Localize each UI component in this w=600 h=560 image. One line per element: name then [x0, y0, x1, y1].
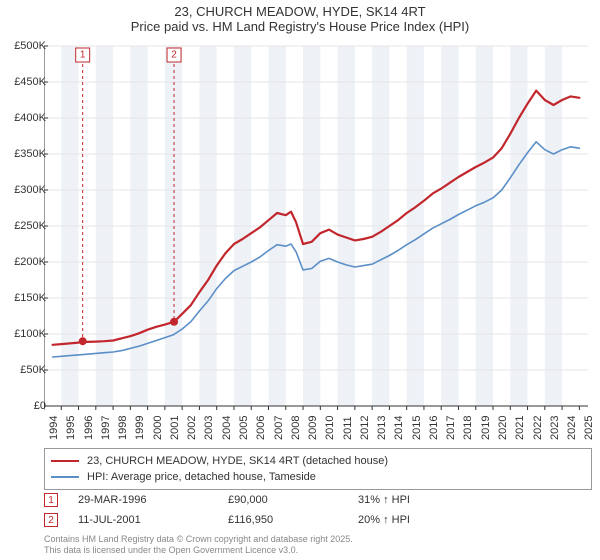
- legend-item: 23, CHURCH MEADOW, HYDE, SK14 4RT (detac…: [51, 453, 585, 469]
- x-tick-label: 2004: [221, 416, 233, 440]
- chart-container: 23, CHURCH MEADOW, HYDE, SK14 4RT Price …: [0, 0, 600, 560]
- y-tick-label: £200K: [2, 256, 46, 268]
- legend-label: HPI: Average price, detached house, Tame…: [87, 471, 316, 483]
- x-tick-label: 2017: [445, 416, 457, 440]
- y-tick-label: £100K: [2, 328, 46, 340]
- title-line-1: 23, CHURCH MEADOW, HYDE, SK14 4RT: [0, 4, 600, 19]
- x-tick-label: 2013: [376, 416, 388, 440]
- price-pct: 20% ↑ HPI: [358, 514, 508, 526]
- price-row: 2 11-JUL-2001 £116,950 20% ↑ HPI: [44, 510, 592, 530]
- legend-swatch: [51, 460, 79, 462]
- title-line-2: Price paid vs. HM Land Registry's House …: [0, 19, 600, 34]
- x-tick-label: 1998: [117, 416, 129, 440]
- x-tick-label: 2005: [238, 416, 250, 440]
- x-tick-label: 2010: [324, 416, 336, 440]
- x-tick-label: 1997: [100, 416, 112, 440]
- x-tick-label: 2006: [255, 416, 267, 440]
- y-tick-label: £350K: [2, 148, 46, 160]
- x-tick-label: 1995: [65, 416, 77, 440]
- y-tick-label: £50K: [2, 364, 46, 376]
- x-tick-label: 2014: [393, 416, 405, 440]
- x-tick-label: 2012: [359, 416, 371, 440]
- y-tick-label: £400K: [2, 112, 46, 124]
- x-tick-label: 2015: [411, 416, 423, 440]
- legend: 23, CHURCH MEADOW, HYDE, SK14 4RT (detac…: [44, 448, 592, 490]
- x-tick-label: 2007: [273, 416, 285, 440]
- x-tick-label: 2023: [549, 416, 561, 440]
- x-tick-label: 2019: [480, 416, 492, 440]
- plot-svg: 12: [44, 42, 592, 412]
- plot-area: 12: [44, 42, 592, 412]
- x-tick-label: 1999: [134, 416, 146, 440]
- x-tick-label: 2003: [203, 416, 215, 440]
- price-row: 1 29-MAR-1996 £90,000 31% ↑ HPI: [44, 490, 592, 510]
- x-tick-label: 2008: [290, 416, 302, 440]
- chart-title: 23, CHURCH MEADOW, HYDE, SK14 4RT Price …: [0, 0, 600, 34]
- svg-text:2: 2: [171, 50, 177, 61]
- y-tick-label: £150K: [2, 292, 46, 304]
- footer-line-1: Contains HM Land Registry data © Crown c…: [44, 534, 353, 545]
- price-value: £116,950: [228, 514, 358, 526]
- x-tick-label: 2011: [342, 416, 354, 440]
- y-tick-label: £250K: [2, 220, 46, 232]
- price-date: 29-MAR-1996: [78, 494, 228, 506]
- x-tick-label: 2022: [532, 416, 544, 440]
- x-tick-label: 2018: [462, 416, 474, 440]
- footer-line-2: This data is licensed under the Open Gov…: [44, 545, 353, 556]
- x-tick-label: 2021: [514, 416, 526, 440]
- y-tick-label: £300K: [2, 184, 46, 196]
- price-marker-icon: 1: [44, 493, 58, 507]
- y-tick-label: £450K: [2, 76, 46, 88]
- x-tick-label: 2000: [152, 416, 164, 440]
- x-tick-label: 1996: [83, 416, 95, 440]
- price-pct: 31% ↑ HPI: [358, 494, 508, 506]
- y-tick-label: £0: [2, 400, 46, 412]
- legend-item: HPI: Average price, detached house, Tame…: [51, 469, 585, 485]
- price-marker-icon: 2: [44, 513, 58, 527]
- price-date: 11-JUL-2001: [78, 514, 228, 526]
- x-tick-label: 1994: [48, 416, 60, 440]
- x-tick-label: 2016: [428, 416, 440, 440]
- x-tick-label: 2025: [583, 416, 595, 440]
- price-value: £90,000: [228, 494, 358, 506]
- x-tick-label: 2024: [566, 416, 578, 440]
- y-tick-label: £500K: [2, 40, 46, 52]
- x-tick-label: 2020: [497, 416, 509, 440]
- x-tick-label: 2002: [186, 416, 198, 440]
- legend-swatch: [51, 476, 79, 478]
- x-tick-label: 2009: [307, 416, 319, 440]
- legend-label: 23, CHURCH MEADOW, HYDE, SK14 4RT (detac…: [87, 455, 388, 467]
- svg-text:1: 1: [80, 50, 86, 61]
- price-table: 1 29-MAR-1996 £90,000 31% ↑ HPI 2 11-JUL…: [44, 490, 592, 530]
- x-tick-label: 2001: [169, 416, 181, 440]
- footer: Contains HM Land Registry data © Crown c…: [44, 534, 353, 556]
